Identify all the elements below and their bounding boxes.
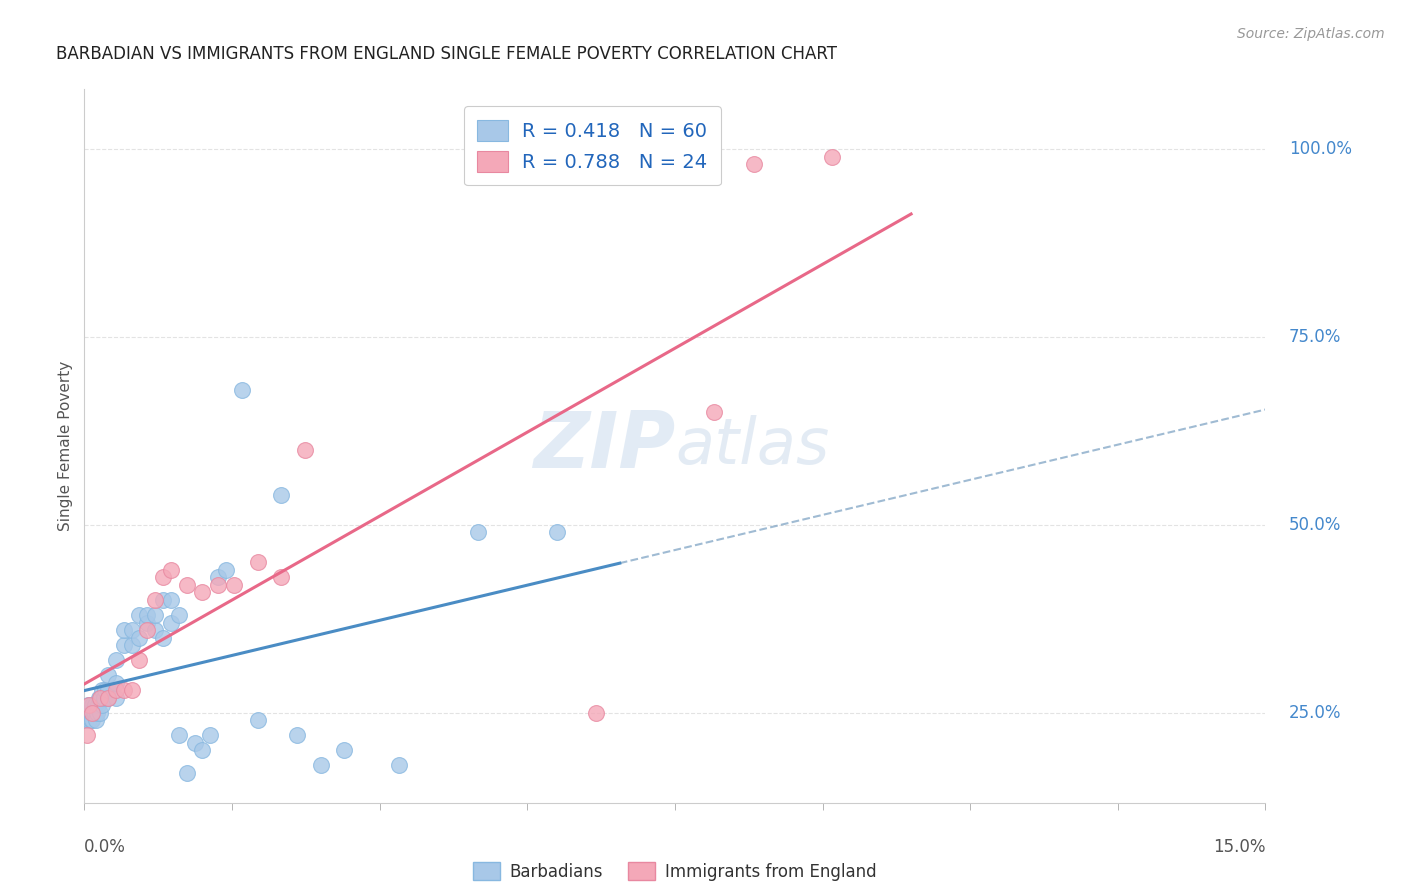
Text: Source: ZipAtlas.com: Source: ZipAtlas.com — [1237, 27, 1385, 41]
Point — [222, 578, 245, 592]
Point — [176, 765, 198, 780]
Point — [152, 570, 174, 584]
Point — [79, 713, 101, 727]
Point — [821, 150, 844, 164]
Point — [112, 623, 135, 637]
Point — [215, 563, 238, 577]
Point — [84, 706, 107, 720]
Point — [143, 607, 166, 622]
Point — [152, 631, 174, 645]
Point — [86, 706, 108, 720]
Point — [76, 698, 98, 713]
Point — [104, 683, 127, 698]
Point — [742, 157, 765, 171]
Point — [104, 675, 127, 690]
Point — [160, 563, 183, 577]
Point — [546, 525, 568, 540]
Y-axis label: Single Female Poverty: Single Female Poverty — [58, 361, 73, 531]
Point — [160, 593, 183, 607]
Point — [97, 690, 120, 705]
Point — [143, 623, 166, 637]
Point — [97, 690, 120, 705]
Point — [77, 698, 100, 713]
Point — [82, 713, 104, 727]
Point — [77, 706, 100, 720]
Point — [89, 706, 111, 720]
Point — [112, 683, 135, 698]
Point — [176, 578, 198, 592]
Point — [121, 683, 143, 698]
Point — [82, 706, 104, 720]
Point — [270, 570, 292, 584]
Point — [167, 607, 190, 622]
Point — [121, 623, 143, 637]
Point — [160, 615, 183, 630]
Point — [309, 758, 332, 772]
Text: BARBADIAN VS IMMIGRANTS FROM ENGLAND SINGLE FEMALE POVERTY CORRELATION CHART: BARBADIAN VS IMMIGRANTS FROM ENGLAND SIN… — [56, 45, 837, 62]
Point — [84, 713, 107, 727]
Point — [585, 706, 607, 720]
Point — [89, 690, 111, 705]
Point — [191, 743, 214, 757]
Point — [136, 623, 159, 637]
Point — [76, 728, 98, 742]
Text: 0.0%: 0.0% — [84, 838, 127, 856]
Text: 15.0%: 15.0% — [1213, 838, 1265, 856]
Point — [76, 706, 98, 720]
Point — [246, 713, 269, 727]
Point — [121, 638, 143, 652]
Point — [136, 615, 159, 630]
Point — [270, 488, 292, 502]
Point — [82, 698, 104, 713]
Text: 75.0%: 75.0% — [1289, 328, 1341, 346]
Point — [285, 728, 308, 742]
Point — [89, 690, 111, 705]
Point — [93, 690, 115, 705]
Point — [128, 653, 150, 667]
Point — [191, 585, 214, 599]
Point — [104, 690, 127, 705]
Point — [467, 525, 489, 540]
Point — [200, 728, 222, 742]
Text: atlas: atlas — [675, 415, 830, 477]
Point — [77, 713, 100, 727]
Point — [231, 383, 253, 397]
Point — [75, 713, 97, 727]
Point — [79, 706, 101, 720]
Point — [128, 631, 150, 645]
Point — [87, 690, 110, 705]
Text: 50.0%: 50.0% — [1289, 516, 1341, 534]
Point — [91, 698, 114, 713]
Point — [83, 698, 105, 713]
Point — [388, 758, 411, 772]
Point — [246, 556, 269, 570]
Point — [703, 405, 725, 419]
Point — [90, 683, 112, 698]
Point — [167, 728, 190, 742]
Text: ZIP: ZIP — [533, 408, 675, 484]
Point — [136, 607, 159, 622]
Point — [207, 570, 229, 584]
Point — [97, 668, 120, 682]
Point — [97, 683, 120, 698]
Point — [143, 593, 166, 607]
Legend: Barbadians, Immigrants from England: Barbadians, Immigrants from England — [467, 855, 883, 888]
Point — [104, 653, 127, 667]
Point — [87, 698, 110, 713]
Point — [112, 638, 135, 652]
Point — [294, 442, 316, 457]
Point — [152, 593, 174, 607]
Point — [207, 578, 229, 592]
Point — [80, 706, 103, 720]
Point — [128, 607, 150, 622]
Text: 100.0%: 100.0% — [1289, 140, 1353, 158]
Point — [333, 743, 356, 757]
Text: 25.0%: 25.0% — [1289, 704, 1341, 722]
Point — [183, 736, 205, 750]
Point — [83, 706, 105, 720]
Point — [94, 683, 117, 698]
